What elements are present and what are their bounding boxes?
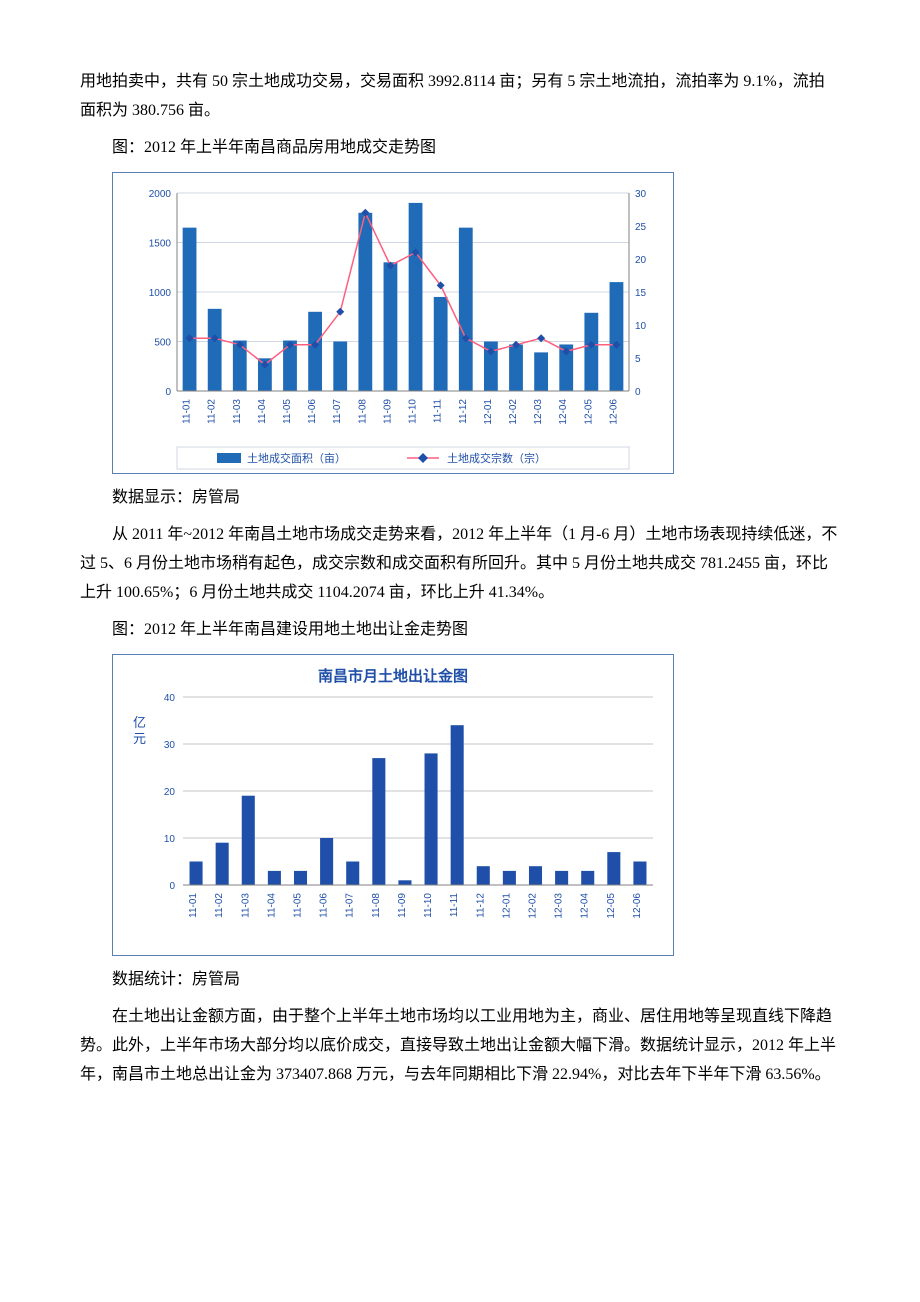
svg-text:0: 0: [169, 881, 175, 892]
svg-text:12-01: 12-01: [501, 893, 512, 919]
svg-text:11-02: 11-02: [214, 893, 225, 918]
svg-text:11-04: 11-04: [257, 399, 268, 424]
svg-text:11-05: 11-05: [282, 399, 293, 424]
svg-text:1500: 1500: [149, 239, 172, 250]
svg-text:500: 500: [154, 338, 171, 349]
svg-text:30: 30: [635, 189, 647, 200]
svg-text:20: 20: [164, 787, 176, 798]
svg-text:11-02: 11-02: [207, 399, 218, 424]
svg-text:11-12: 11-12: [458, 399, 469, 424]
paragraph-3: 在土地出让金额方面，由于整个上半年土地市场均以工业用地为主，商业、居住用地等呈现…: [80, 1003, 840, 1089]
svg-text:11-07: 11-07: [332, 399, 343, 424]
source-line-1: 数据显示：房管局: [80, 484, 840, 513]
svg-text:5: 5: [635, 354, 641, 365]
svg-text:土地成交面积（亩）: 土地成交面积（亩）: [247, 451, 346, 465]
svg-text:12-01: 12-01: [483, 399, 494, 425]
svg-text:11-04: 11-04: [266, 893, 277, 918]
svg-text:12-02: 12-02: [528, 893, 539, 919]
svg-text:25: 25: [635, 222, 647, 233]
svg-text:20: 20: [635, 255, 647, 266]
paragraph-1: 用地拍卖中，共有 50 宗土地成功交易，交易面积 3992.8114 亩；另有 …: [80, 68, 840, 126]
svg-text:亿: 亿: [133, 715, 146, 730]
svg-text:10: 10: [635, 321, 647, 332]
svg-text:11-10: 11-10: [423, 893, 434, 918]
svg-text:11-01: 11-01: [188, 893, 199, 918]
svg-text:15: 15: [635, 288, 647, 299]
svg-text:11-11: 11-11: [433, 399, 444, 424]
svg-text:11-11: 11-11: [449, 893, 460, 918]
svg-text:11-09: 11-09: [397, 893, 408, 918]
svg-text:12-06: 12-06: [632, 893, 643, 919]
svg-text:12-04: 12-04: [580, 893, 591, 919]
svg-text:11-12: 11-12: [475, 893, 486, 918]
svg-text:0: 0: [165, 387, 171, 398]
svg-text:11-09: 11-09: [382, 399, 393, 424]
svg-text:12-03: 12-03: [533, 399, 544, 425]
source-line-2: 数据统计：房管局: [80, 966, 840, 995]
svg-text:元: 元: [133, 731, 146, 746]
svg-text:11-08: 11-08: [357, 399, 368, 424]
svg-text:南昌市月土地出让金图: 南昌市月土地出让金图: [318, 667, 468, 685]
svg-text:11-08: 11-08: [371, 893, 382, 918]
svg-text:12-05: 12-05: [583, 399, 594, 425]
figure1-caption: 图：2012 年上半年南昌商品房用地成交走势图: [80, 134, 840, 163]
svg-text:40: 40: [164, 693, 176, 704]
svg-text:11-06: 11-06: [307, 399, 318, 424]
svg-text:2000: 2000: [149, 189, 172, 200]
svg-text:11-10: 11-10: [408, 399, 419, 424]
paragraph-2: 从 2011 年~2012 年南昌土地市场成交走势来看，2012 年上半年（1 …: [80, 521, 840, 607]
svg-text:12-06: 12-06: [608, 399, 619, 425]
svg-text:土地成交宗数（宗）: 土地成交宗数（宗）: [447, 451, 546, 465]
svg-text:11-07: 11-07: [345, 893, 356, 918]
svg-text:1000: 1000: [149, 288, 172, 299]
svg-text:12-05: 12-05: [606, 893, 617, 919]
svg-text:0: 0: [635, 387, 641, 398]
svg-text:12-02: 12-02: [508, 399, 519, 425]
chart2-container: 南昌市月土地出让金图 0 10 20 30 40 亿元 11-01 11-02 11-03 11-0…: [112, 654, 674, 956]
svg-text:30: 30: [164, 740, 176, 751]
svg-text:11-01: 11-01: [182, 399, 193, 424]
svg-text:11-06: 11-06: [319, 893, 330, 918]
chart1-container: 0 500 1000 1500 2000 0 5 10 15 20 25 30 11-01 11-02 11…: [112, 172, 674, 474]
svg-text:11-03: 11-03: [232, 399, 243, 424]
svg-text:11-05: 11-05: [293, 893, 304, 918]
svg-text:10: 10: [164, 834, 176, 845]
svg-text:12-04: 12-04: [558, 399, 569, 425]
svg-text:12-03: 12-03: [554, 893, 565, 919]
svg-text:11-03: 11-03: [240, 893, 251, 918]
